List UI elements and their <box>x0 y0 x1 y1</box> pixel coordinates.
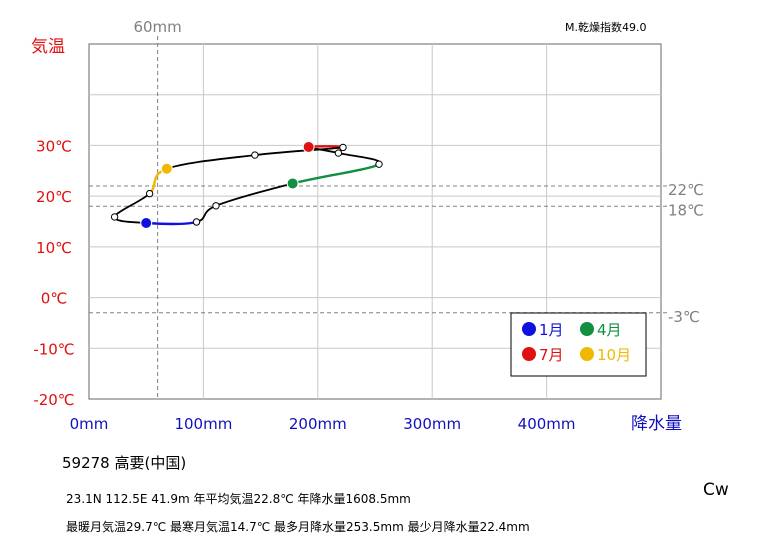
legend-marker <box>522 322 536 336</box>
y-tick-label: 10℃ <box>36 239 72 257</box>
curve-segment <box>166 154 256 170</box>
month-point-4 <box>286 177 299 190</box>
legend-label: 10月 <box>597 346 631 364</box>
x-tick-label: 200mm <box>289 415 347 433</box>
legend-marker <box>580 347 594 361</box>
legend-marker <box>522 347 536 361</box>
month-point-2 <box>192 218 201 226</box>
month-point-3 <box>212 202 220 210</box>
legend-label: 7月 <box>539 346 564 364</box>
month-point-12 <box>110 213 119 221</box>
month-point-8 <box>339 143 347 152</box>
aridity-index: M.乾燥指数49.0 <box>565 21 647 34</box>
y-tick-label: -10℃ <box>33 340 74 358</box>
month-point-1 <box>140 217 153 230</box>
x-tick-label: 100mm <box>174 415 232 433</box>
month-point-10 <box>160 162 173 175</box>
ref-label-temp: 18℃ <box>668 201 704 219</box>
month-point-9 <box>251 151 259 159</box>
y-tick-label: 20℃ <box>36 188 72 206</box>
month-point-7 <box>302 140 315 153</box>
y-tick-label: -20℃ <box>33 391 74 409</box>
month-points <box>110 140 383 230</box>
station-extremes: 最暖月気温29.7℃ 最寒月気温14.7℃ 最多月降水量253.5mm 最少月降… <box>66 520 530 534</box>
legend-box <box>510 312 647 377</box>
station-summary: 23.1N 112.5E 41.9m 年平均気温22.8℃ 年降水量1608.5… <box>66 492 411 506</box>
curve-segment <box>292 163 380 185</box>
y-tick-label: 0℃ <box>41 290 67 308</box>
x-axis-label: 降水量 <box>631 414 682 434</box>
koppen-class: Cw <box>703 480 729 500</box>
legend-marker <box>580 322 594 336</box>
y-axis-label: 気温 <box>31 37 65 57</box>
legend: 1月 4月 7月 10月 <box>510 312 647 377</box>
x-tick-label: 300mm <box>403 415 461 433</box>
ref-label-precip: 60mm <box>133 18 181 36</box>
legend-label: 4月 <box>597 321 622 339</box>
ref-label-temp: -3℃ <box>668 308 700 326</box>
ref-label-temp: 22℃ <box>668 181 704 199</box>
legend-label: 1月 <box>539 321 564 339</box>
month-point-6 <box>334 149 343 157</box>
month-point-5 <box>375 160 383 168</box>
tick-labels: -20℃ -10℃ 0℃ 10℃ 20℃ 30℃ 0mm 100mm 200mm 300mm 400… <box>33 137 575 433</box>
x-tick-label: 400mm <box>518 415 576 433</box>
station-name: 59278 高要(中国) <box>62 454 187 472</box>
month-point-11 <box>145 189 154 198</box>
x-tick-label: 0mm <box>70 415 109 433</box>
y-tick-label: 30℃ <box>36 137 72 155</box>
curve-segment <box>215 182 293 207</box>
